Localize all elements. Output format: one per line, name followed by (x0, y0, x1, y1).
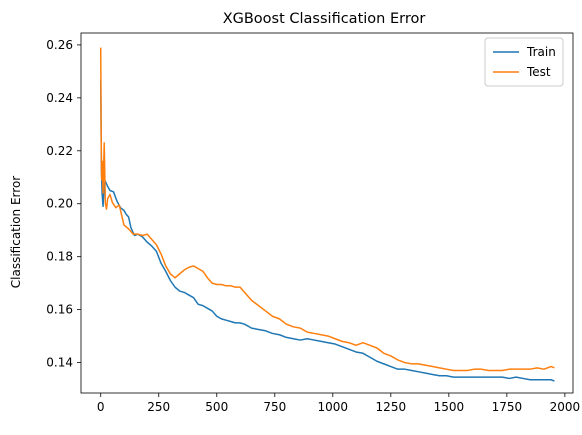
x-tick-label: 0 (97, 400, 105, 414)
plot-frame (80, 32, 574, 394)
plot-area: 0 250 500 750 1000 1250 1500 1750 2000 0.14 0.16 0.… (46, 32, 581, 414)
x-tick-label: 250 (147, 400, 170, 414)
series-line-train (99, 79, 555, 382)
y-tick-label: 0.20 (46, 197, 73, 211)
chart-title: XGBoost Classification Error (223, 11, 426, 27)
legend-box (484, 37, 564, 87)
y-axis-label: Classification Error (9, 176, 23, 289)
y-tick-label: 0.26 (46, 38, 73, 52)
x-tick-label: 1000 (318, 400, 349, 414)
y-tick-label: 0.24 (46, 91, 73, 105)
y-tick-label: 0.16 (46, 303, 73, 317)
series-line-test (99, 47, 555, 372)
legend: Train Test (484, 37, 564, 87)
x-tick-label: 1750 (492, 400, 523, 414)
x-tick-label: 1250 (376, 400, 407, 414)
x-tick-label: 2000 (550, 400, 581, 414)
x-tick-label: 500 (205, 400, 228, 414)
x-tick-label: 1500 (434, 400, 465, 414)
x-tick-label: 750 (263, 400, 286, 414)
y-tick-label: 0.18 (46, 250, 73, 264)
legend-label-test: Test (526, 65, 551, 79)
legend-label-train: Train (526, 45, 556, 59)
y-tick-label: 0.22 (46, 144, 73, 158)
y-tick-label: 0.14 (46, 356, 73, 370)
